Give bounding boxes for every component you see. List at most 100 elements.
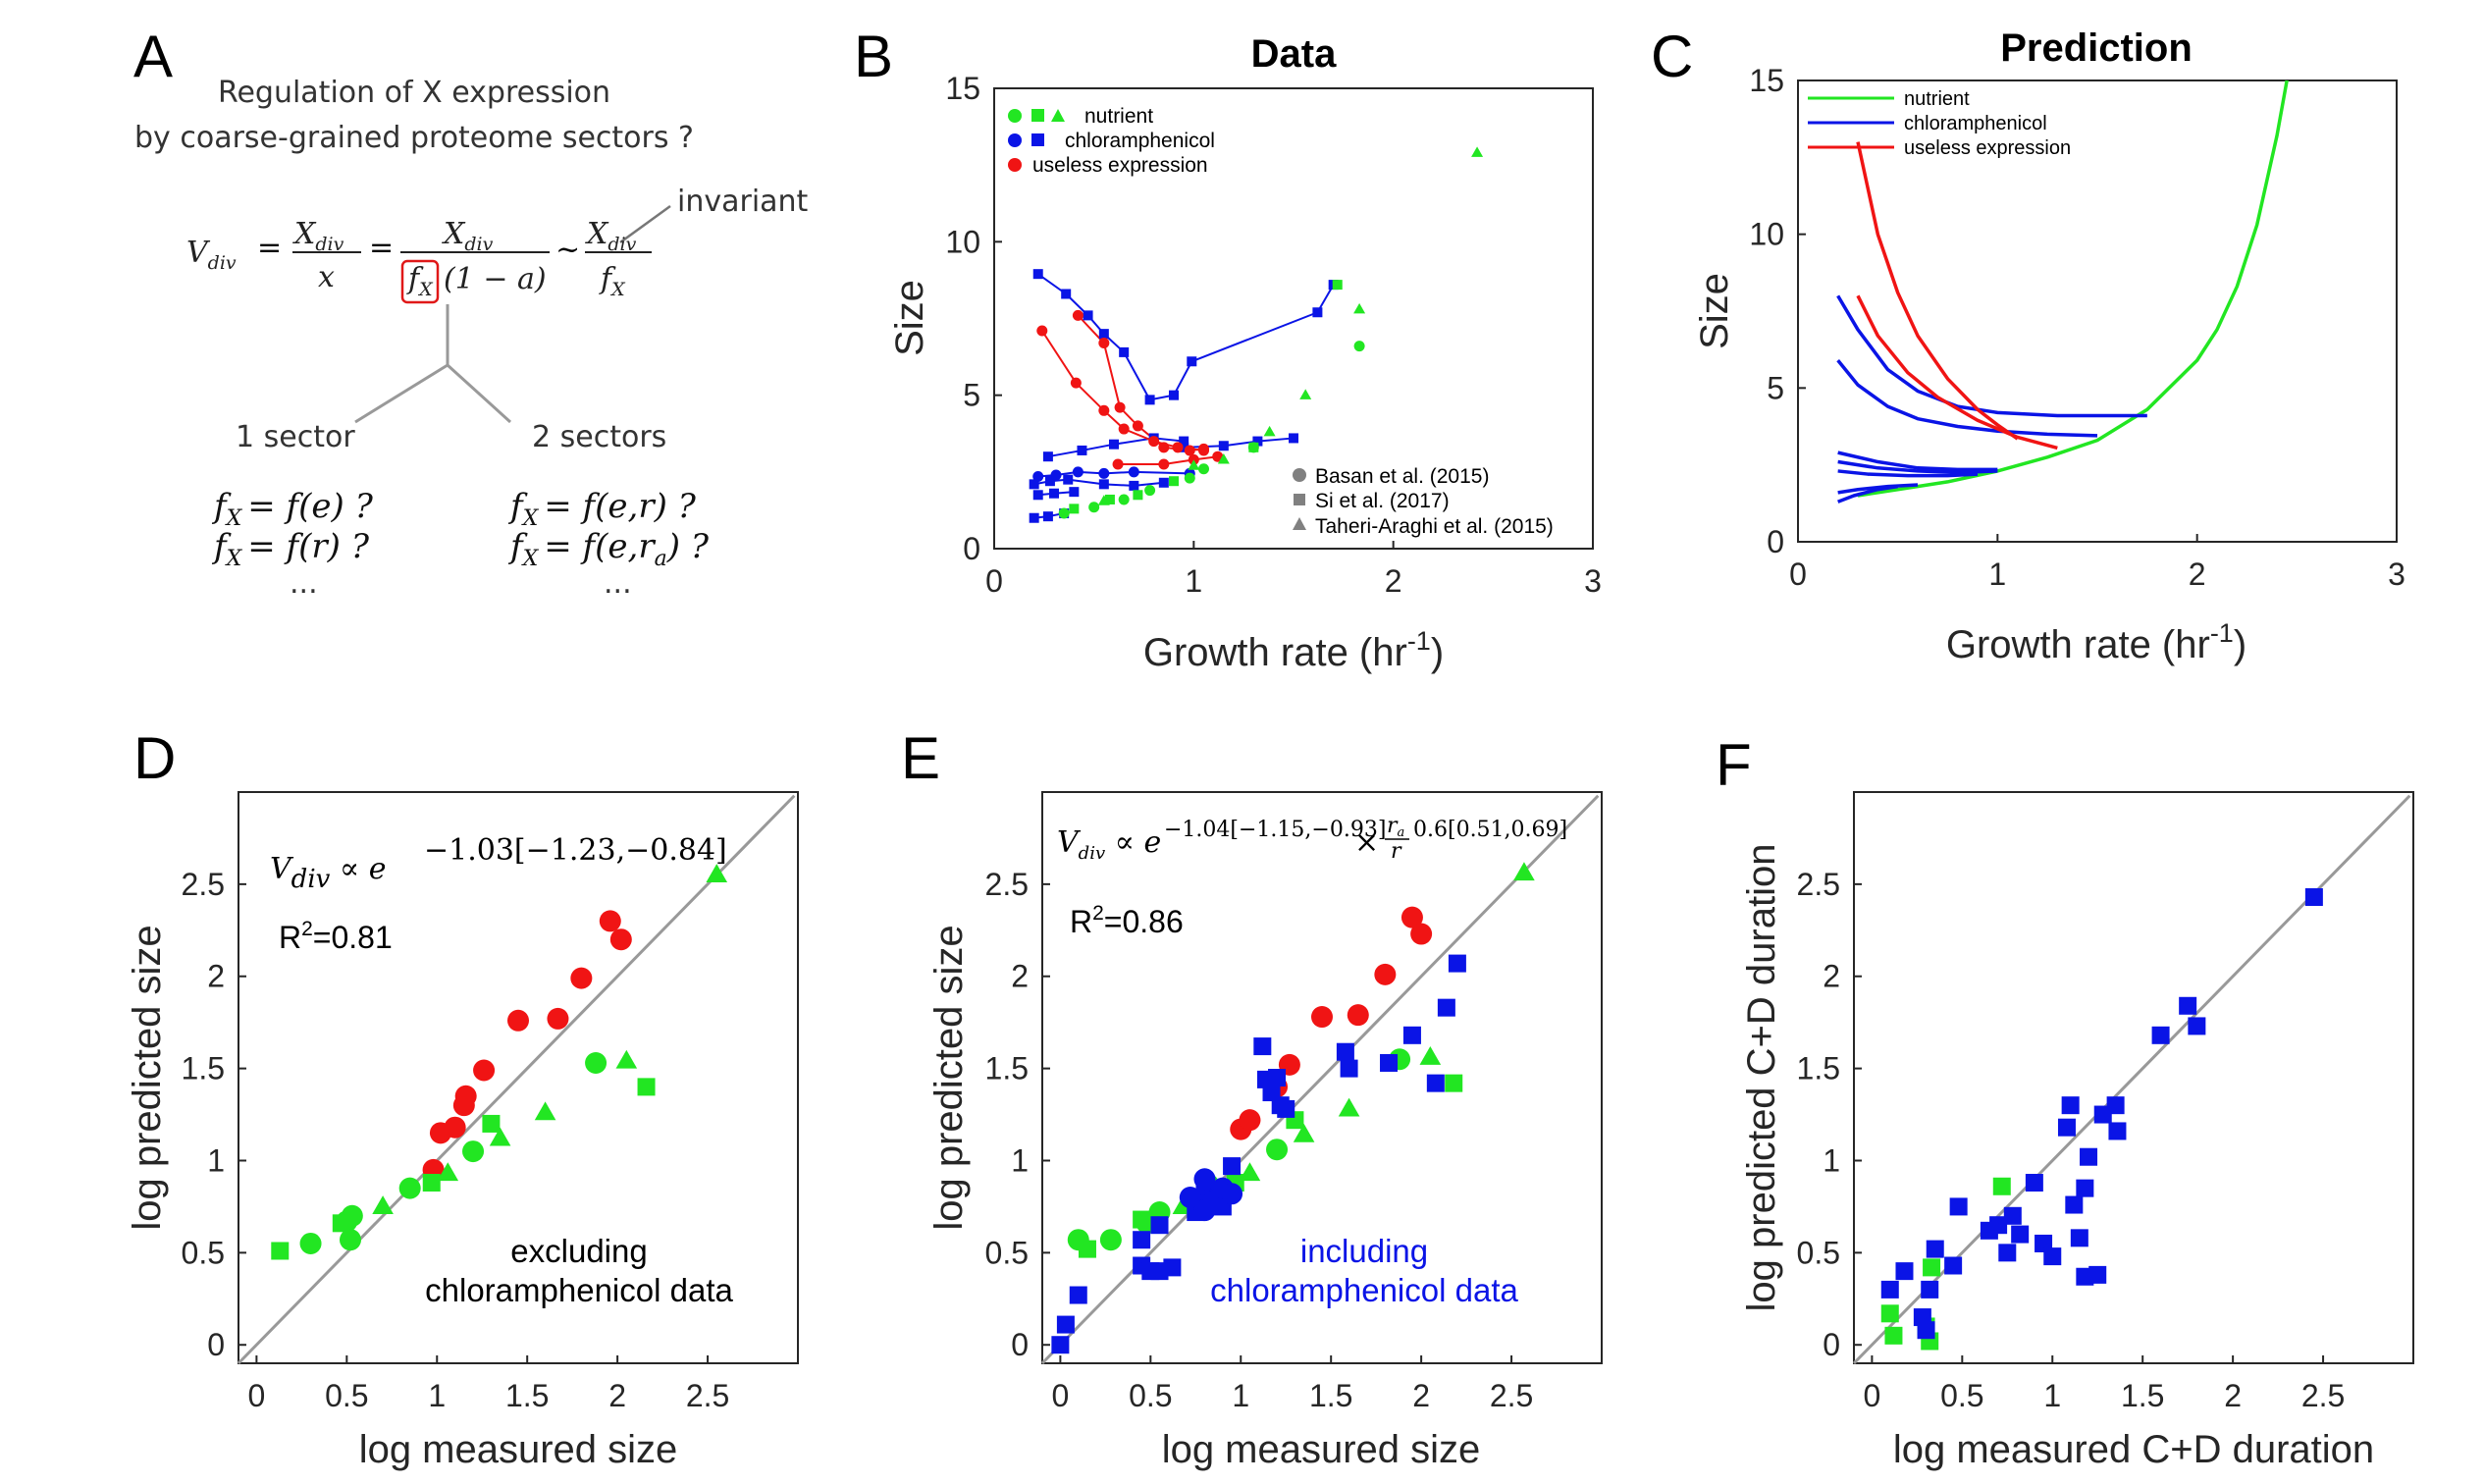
legend-basan-label: Basan et al. (2015) [1315,465,1489,488]
panel-f-ylabel: log predicted C+D duration [1740,844,1783,1312]
data-point [1198,463,1209,475]
eq-frac1-num: Xdiv [292,217,344,255]
data-point [1445,1074,1463,1092]
data-point [1109,439,1119,450]
panel-label-a: A [133,24,173,89]
data-point [1184,445,1195,456]
data-point [1077,445,1087,455]
data-point [1221,1183,1243,1205]
data-point [1051,1336,1070,1354]
panel-c-axes [1797,80,2398,543]
data-point [1179,436,1189,447]
panel-b-ylabel: Size [888,280,931,356]
data-point [1880,1304,1899,1323]
legend-si-marker [1294,494,1305,505]
data-point [1471,146,1484,157]
panel-e-r2: R2=0.86 [1070,902,1184,939]
prediction-curve [1837,469,1979,478]
data-point [507,1009,529,1032]
data-point [1078,1240,1096,1258]
y-tick-label: 1.5 [182,1051,225,1086]
data-point [1252,436,1263,447]
data-point [1299,389,1312,399]
data-point [454,1085,477,1107]
y-tick-label: 0.5 [1797,1235,1840,1270]
data-point [1158,458,1170,470]
panel-e-annotation-line2: chloramphenicol data [1210,1272,1518,1308]
panel-c-plot: 0 1 2 3 0 5 10 15 [1749,63,2405,592]
legend-useless-label: useless expression [1032,154,1208,177]
data-point [1184,472,1195,484]
data-point [1217,453,1230,464]
panel-label-f: F [1716,732,1752,798]
y-tick-label: 1 [1823,1142,1840,1178]
y-tick-label: 0 [963,531,980,566]
legend-c-useless-label: useless expression [1904,137,2071,159]
data-point [1218,441,1229,451]
data-point [398,1177,421,1199]
data-point [2151,1026,2170,1044]
data-point [1921,1280,1939,1298]
x-tick-label: 1.5 [2121,1378,2164,1413]
fx-highlight-box [400,259,440,304]
x-tick-label: 0 [1051,1378,1069,1413]
data-point [1437,998,1455,1017]
eq-tilde: ~ [555,233,580,267]
data-point [1069,487,1080,498]
prediction-curve [1857,80,2289,498]
data-point [1032,269,1043,280]
x-tick-label: 2.5 [686,1378,729,1413]
legend-chloramphenicol-label: chloramphenicol [1065,130,1215,152]
data-point [1374,963,1397,985]
ellipsis-right: ... [604,566,632,601]
sector1-label: 1 sector [236,420,355,454]
data-point [1044,476,1055,487]
formula-e-r: r [1391,839,1402,864]
data-point [1169,476,1179,487]
panel-b-legend: nutrient chloramphenicol useless express… [1008,105,1554,538]
data-point [1029,512,1039,523]
panel-c-xlabel: Growth rate (hr-1) [1946,618,2246,666]
legend-si-label: Si et al. (2017) [1315,490,1450,512]
data-point [1132,420,1143,432]
panel-label-d: D [133,725,176,791]
data-point [2061,1096,2080,1115]
data-point [2065,1195,2084,1214]
y-tick-label: 0 [1011,1327,1029,1362]
data-point [1069,504,1080,514]
data-point [2011,1225,2030,1244]
y-tick-label: 1.5 [1797,1051,1840,1086]
data-point [372,1195,394,1214]
panel-label-c: C [1651,24,1693,89]
data-point [1042,451,1053,462]
data-point [1104,494,1115,504]
panel-e-annotation-line1: including [1300,1233,1428,1269]
data-point [332,1214,350,1233]
panel-b-xlabel: Growth rate (hr-1) [1143,626,1444,674]
data-point [1119,346,1130,357]
eq-frac2-den-rest: (1 − a) [444,262,547,296]
data-point [547,1007,569,1030]
y-tick-label: 15 [1749,63,1784,98]
data-series-line [1037,273,1335,401]
data-point [1112,458,1124,470]
data-point [462,1140,485,1163]
data-point [444,1116,466,1139]
prediction-curve [1837,450,1998,472]
data-point [2304,888,2323,907]
y-tick-label: 1 [207,1142,225,1178]
data-point [1347,1004,1369,1027]
data-point [2108,1122,2127,1140]
data-point [1158,477,1169,488]
panel-a: A Regulation of X expression by coarse-g… [133,24,809,601]
y-tick-label: 0.5 [182,1235,225,1270]
y-tick-label: 0 [1767,524,1784,559]
data-point [1056,1315,1075,1334]
formula-e-power: 0.6[0.51,0.69] [1413,818,1567,842]
data-point [1263,425,1276,437]
data-point [1338,1097,1360,1117]
panel-c: C Prediction 0 1 2 3 0 5 10 15 nutrient chloram… [1651,24,2405,666]
data-point [1353,302,1366,314]
data-point [1097,495,1110,505]
y-tick-label: 15 [945,71,980,106]
